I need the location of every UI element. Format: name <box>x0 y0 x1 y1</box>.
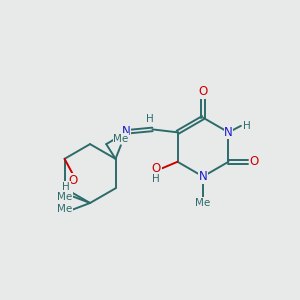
Text: O: O <box>68 173 78 187</box>
Text: O: O <box>152 162 161 175</box>
Text: H: H <box>152 174 160 184</box>
Text: H: H <box>62 182 70 191</box>
Text: Me: Me <box>57 191 72 202</box>
Text: H: H <box>243 121 250 131</box>
Text: O: O <box>250 155 259 168</box>
Text: O: O <box>198 85 208 98</box>
Text: Me: Me <box>57 205 72 214</box>
Text: Me: Me <box>195 198 211 208</box>
Text: N: N <box>224 126 233 139</box>
Text: N: N <box>122 125 130 138</box>
Text: H: H <box>146 114 154 124</box>
Text: N: N <box>199 170 207 183</box>
Text: Me: Me <box>113 134 128 144</box>
